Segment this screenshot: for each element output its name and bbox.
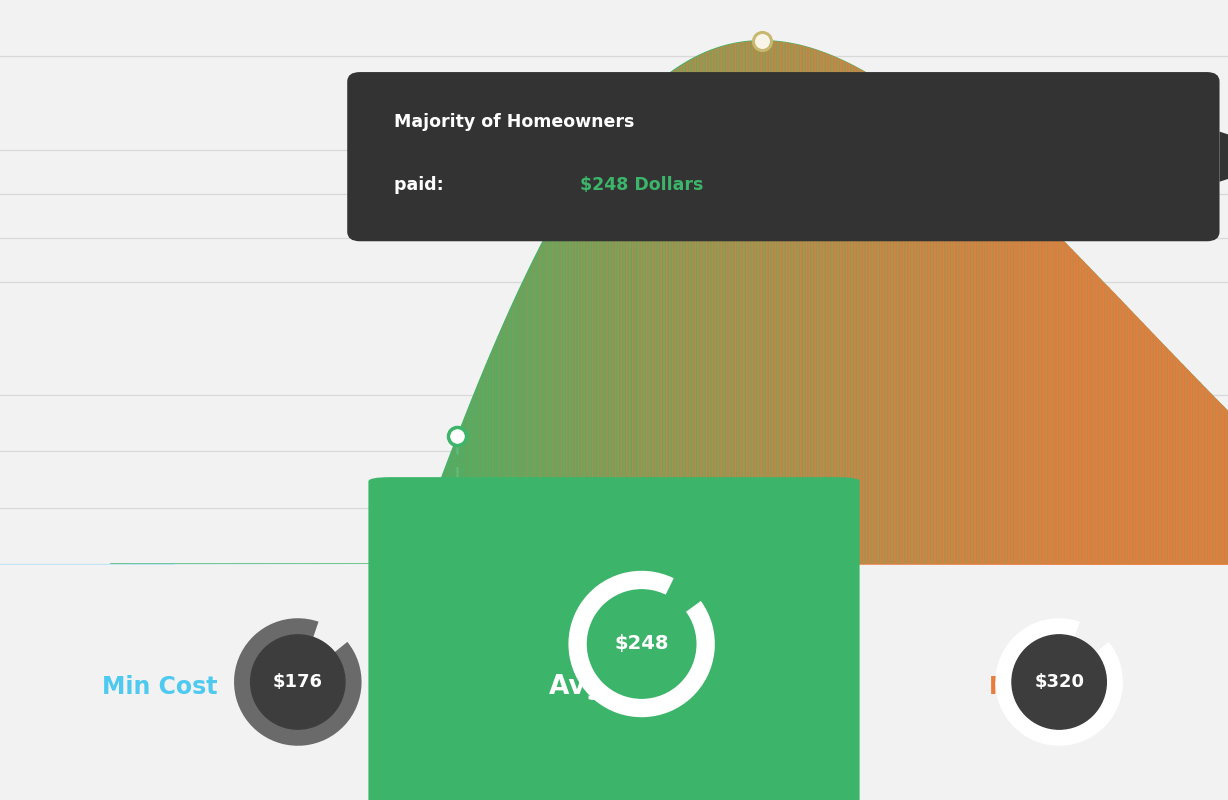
Wedge shape	[996, 618, 1122, 746]
FancyBboxPatch shape	[368, 477, 860, 800]
Text: paid:: paid:	[394, 176, 449, 194]
FancyBboxPatch shape	[348, 72, 1219, 242]
Text: $320: $320	[1034, 673, 1084, 691]
Text: Avg Cost: Avg Cost	[549, 674, 679, 700]
Circle shape	[251, 635, 345, 729]
Circle shape	[587, 590, 696, 698]
Polygon shape	[1219, 131, 1228, 182]
Text: $248 Dollars: $248 Dollars	[580, 176, 704, 194]
Text: $248: $248	[614, 634, 669, 654]
Text: Max Cost: Max Cost	[989, 674, 1111, 698]
Text: Majority of Homeowners: Majority of Homeowners	[394, 113, 634, 130]
Wedge shape	[569, 570, 715, 718]
Text: Min Cost: Min Cost	[102, 674, 217, 698]
Circle shape	[1012, 635, 1106, 729]
Text: $176: $176	[273, 673, 323, 691]
Wedge shape	[235, 618, 361, 746]
